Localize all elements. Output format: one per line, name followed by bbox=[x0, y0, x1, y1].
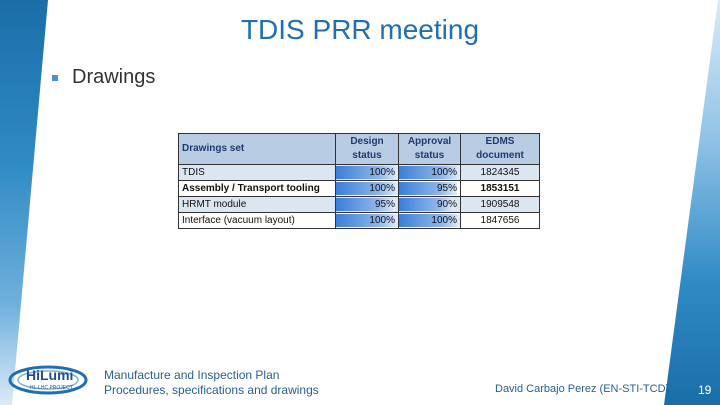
footer-line2: Procedures, specifications and drawings bbox=[104, 383, 319, 397]
status-value: 100% bbox=[369, 167, 395, 178]
logo-text: HiLumi bbox=[26, 367, 73, 383]
cell-design-status: 100% bbox=[335, 164, 399, 181]
cell-design-status: 100% bbox=[335, 212, 399, 229]
cell-design-status: 95% bbox=[335, 196, 399, 213]
header-edms-line1: EDMS bbox=[485, 136, 515, 147]
header-edms-document: EDMS document bbox=[460, 133, 540, 165]
cell-design-status: 100% bbox=[335, 180, 399, 197]
status-value: 95% bbox=[374, 199, 395, 210]
cell-edms-document: 1824345 bbox=[460, 164, 540, 181]
progress-bar-fill bbox=[336, 182, 398, 195]
progress-bar-fill bbox=[336, 166, 398, 179]
header-edms-line2: document bbox=[476, 150, 524, 161]
bullet-text: Drawings bbox=[72, 66, 156, 88]
progress-bar-fill bbox=[336, 198, 395, 211]
progress-bar-fill bbox=[399, 182, 457, 195]
cell-edms-document: 1853151 bbox=[460, 180, 540, 197]
header-drawings-set: Drawings set bbox=[178, 133, 336, 165]
footer-section-title: Manufacture and Inspection Plan Procedur… bbox=[104, 368, 319, 398]
cell-drawing-name: TDIS bbox=[178, 164, 336, 181]
cell-edms-document: 1847656 bbox=[460, 212, 540, 229]
header-approval-line1: Approval bbox=[407, 136, 452, 147]
bullet-item: Drawings bbox=[52, 66, 155, 89]
header-design-status: Design status bbox=[335, 133, 399, 165]
status-value: 100% bbox=[431, 215, 457, 226]
progress-bar-fill bbox=[399, 166, 460, 179]
status-value: 100% bbox=[369, 215, 395, 226]
left-decor-band bbox=[0, 0, 48, 405]
header-approval-status: Approval status bbox=[398, 133, 461, 165]
header-design-line1: Design bbox=[350, 136, 384, 147]
table-row: HRMT module 95% 90% 1909548 bbox=[178, 196, 540, 213]
table-body: TDIS 100% 100% 1824345 Assembly / Transport … bbox=[178, 164, 540, 229]
cell-approval-status: 100% bbox=[398, 212, 461, 229]
progress-bar-fill bbox=[399, 198, 454, 211]
footer-author: David Carbajo Perez (EN-STI-TCD) bbox=[495, 383, 670, 395]
header-design-line2: status bbox=[352, 150, 382, 161]
progress-bar-fill bbox=[399, 214, 460, 227]
hilumi-logo: HiLumi HL-LHC PROJECT bbox=[8, 365, 88, 395]
cell-approval-status: 90% bbox=[398, 196, 461, 213]
status-value: 100% bbox=[369, 183, 395, 194]
right-decor-band bbox=[664, 0, 720, 405]
square-bullet-icon bbox=[52, 74, 58, 81]
cell-approval-status: 100% bbox=[398, 164, 461, 181]
cell-drawing-name: HRMT module bbox=[178, 196, 336, 213]
cell-edms-document: 1909548 bbox=[460, 196, 540, 213]
progress-bar-fill bbox=[336, 214, 398, 227]
status-value: 90% bbox=[436, 199, 457, 210]
cell-drawing-name: Interface (vacuum layout) bbox=[178, 212, 336, 229]
table-header-row: Drawings set Design status Approval stat… bbox=[178, 133, 540, 165]
footer-line1: Manufacture and Inspection Plan bbox=[104, 368, 280, 382]
cell-drawing-name: Assembly / Transport tooling bbox=[178, 180, 336, 197]
header-approval-line2: status bbox=[414, 150, 445, 161]
table-row: TDIS 100% 100% 1824345 bbox=[178, 164, 540, 181]
page-number: 19 bbox=[698, 383, 712, 397]
drawings-table: Drawings set Design status Approval stat… bbox=[178, 133, 540, 229]
status-value: 100% bbox=[431, 167, 457, 178]
table-row: Interface (vacuum layout) 100% 100% 1847656 bbox=[178, 212, 540, 229]
status-value: 95% bbox=[436, 183, 457, 194]
slide-title: TDIS PRR meeting bbox=[240, 14, 480, 45]
table-row: Assembly / Transport tooling 100% 95% 18531… bbox=[178, 180, 540, 197]
logo-subtext: HL-LHC PROJECT bbox=[30, 385, 73, 391]
cell-approval-status: 95% bbox=[398, 180, 461, 197]
